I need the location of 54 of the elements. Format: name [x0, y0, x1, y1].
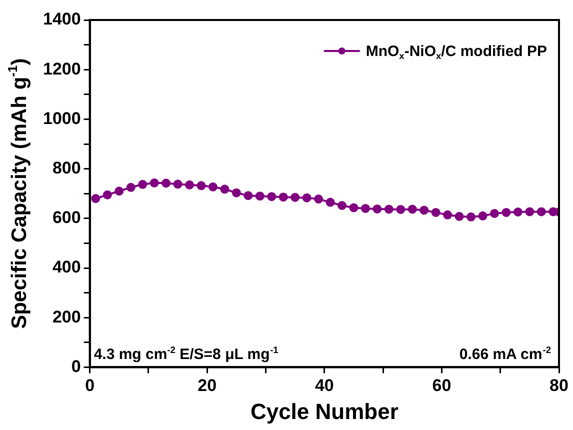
- point: [466, 212, 476, 222]
- y-tick-label: 0: [71, 356, 81, 376]
- point: [278, 192, 288, 202]
- point: [102, 190, 112, 200]
- point: [91, 194, 100, 204]
- point: [255, 192, 264, 201]
- point: [173, 180, 182, 189]
- point: [126, 182, 136, 192]
- x-tick-label: 80: [550, 376, 568, 396]
- point: [454, 212, 464, 221]
- point: [114, 186, 124, 196]
- point: [208, 182, 218, 192]
- point: [372, 204, 382, 214]
- point: [349, 203, 358, 212]
- x-axis-title: Cycle Number: [250, 398, 399, 424]
- point: [431, 208, 440, 217]
- x-tick-label: 20: [198, 376, 217, 396]
- y-tick-label: 400: [52, 258, 81, 277]
- point: [384, 204, 394, 214]
- point: [478, 211, 488, 220]
- point: [150, 178, 159, 188]
- point: [502, 208, 511, 217]
- y-tick-label: 1000: [42, 108, 81, 128]
- y-tick-label: 200: [52, 307, 81, 326]
- point: [162, 178, 171, 188]
- point: [525, 207, 534, 216]
- point: [314, 194, 324, 204]
- point: [244, 191, 253, 200]
- point: [290, 192, 300, 202]
- point: [420, 206, 429, 215]
- y-tick-label: 800: [52, 158, 81, 178]
- point: [220, 184, 230, 194]
- point: [138, 180, 148, 189]
- point: [408, 204, 417, 214]
- y-tick-label: 1200: [42, 59, 81, 78]
- x-tick-label: 60: [432, 376, 452, 396]
- point: [326, 198, 335, 207]
- point: [396, 204, 406, 214]
- x-tick-label: 40: [314, 376, 334, 396]
- point: [196, 181, 206, 190]
- point: [267, 192, 276, 202]
- point: [536, 207, 546, 216]
- y-tick-label: 1400: [42, 10, 81, 29]
- point: [338, 201, 347, 210]
- y-axis-title: Specific Capacity (mAh g-1): [5, 58, 31, 329]
- y-tick-label: 600: [52, 208, 81, 228]
- point: [360, 204, 370, 213]
- point: [513, 207, 522, 216]
- point: [302, 193, 312, 202]
- point: [443, 210, 452, 220]
- point: [185, 180, 194, 190]
- x-tick-label: 0: [85, 376, 95, 396]
- point: [490, 208, 499, 218]
- point: [232, 188, 241, 198]
